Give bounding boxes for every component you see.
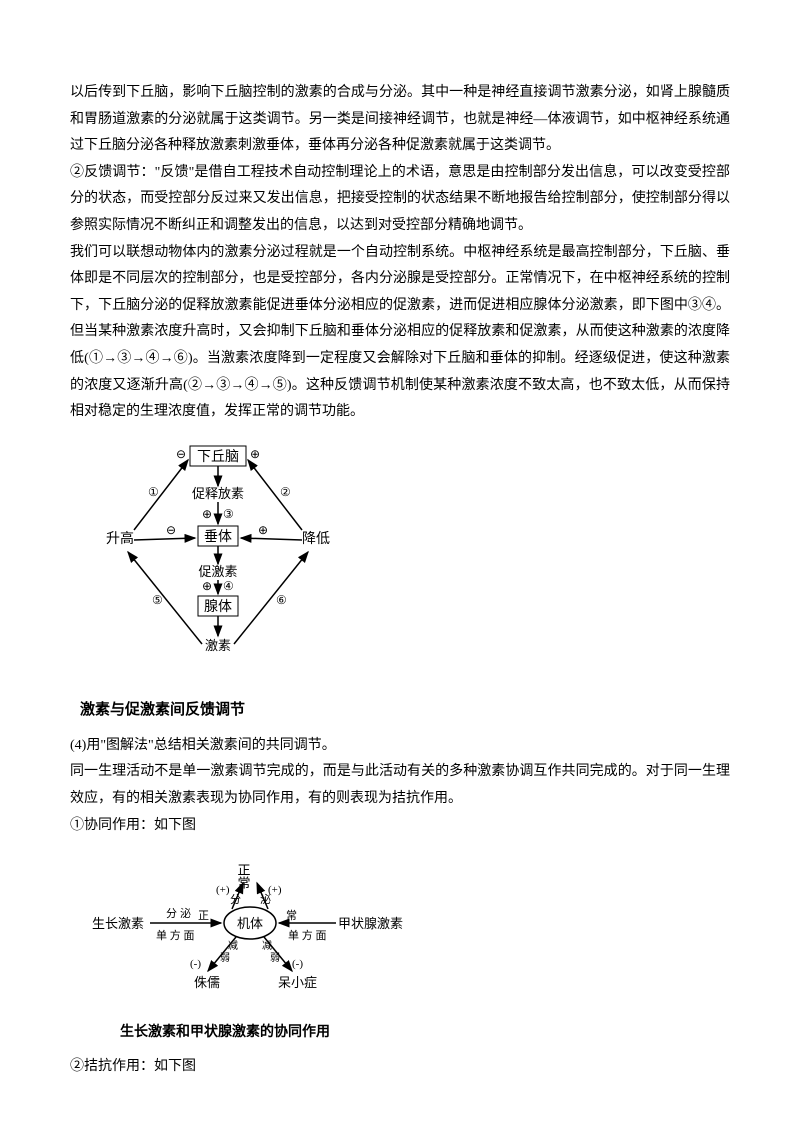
svg-text:泌: 泌 bbox=[180, 907, 191, 920]
paragraph-1: 以后传到下丘脑，影响下丘脑控制的激素的合成与分泌。其中一种是神经直接调节激素分泌… bbox=[70, 80, 730, 160]
svg-text:弱: 弱 bbox=[220, 952, 230, 964]
svg-text:垂体: 垂体 bbox=[204, 529, 232, 545]
svg-text:激素: 激素 bbox=[205, 638, 231, 653]
svg-text:减: 减 bbox=[262, 940, 272, 952]
svg-text:升高: 升高 bbox=[106, 530, 134, 547]
svg-text:⊕: ⊕ bbox=[202, 579, 212, 593]
svg-text:(-): (-) bbox=[190, 958, 201, 970]
svg-text:⑥: ⑥ bbox=[276, 593, 287, 607]
diagram2-caption: 生长激素和甲状腺激素的协同作用 bbox=[120, 1020, 730, 1047]
paragraph-4: (4)用"图解法"总结相关激素间的共同调节。 bbox=[70, 733, 730, 760]
svg-text:②: ② bbox=[280, 485, 291, 499]
svg-text:机体: 机体 bbox=[237, 916, 263, 931]
svg-text:常: 常 bbox=[286, 909, 297, 922]
svg-text:正: 正 bbox=[198, 910, 209, 922]
svg-text:①: ① bbox=[148, 485, 159, 499]
svg-text:分: 分 bbox=[230, 893, 241, 906]
paragraph-2: ②反馈调节："反馈"是借自工程技术自动控制理论上的术语，意思是由控制部分发出信息… bbox=[70, 160, 730, 240]
svg-text:甲状腺激素: 甲状腺激素 bbox=[338, 916, 403, 931]
svg-text:正常: 正常 bbox=[236, 863, 251, 889]
svg-text:泌: 泌 bbox=[260, 893, 271, 906]
synergy-diagram: 机体 正常 (+) (+) 分 泌 生长激素 正 单 方 面 分 泌 甲状腺激素… bbox=[90, 851, 730, 1012]
feedback-diagram: 下丘脑 促释放素 垂体 促激素 腺体 激素 ⊕ ③ ⊕ ④ 升高 ⊖ ① ⊖ ⑤… bbox=[90, 438, 730, 689]
svg-text:单 方 面: 单 方 面 bbox=[156, 928, 195, 942]
paragraph-5: 同一生理活动不是单一激素调节完成的，而是与此活动有关的多种激素协调互作共同完成的… bbox=[70, 759, 730, 812]
svg-text:⑤: ⑤ bbox=[152, 593, 163, 607]
svg-text:侏儒: 侏儒 bbox=[194, 975, 220, 990]
paragraph-7: ②拮抗作用：如下图 bbox=[70, 1054, 730, 1081]
svg-text:促激素: 促激素 bbox=[198, 564, 237, 579]
svg-text:降低: 降低 bbox=[302, 531, 330, 547]
svg-text:⊖: ⊖ bbox=[176, 447, 186, 461]
svg-text:③: ③ bbox=[223, 507, 234, 521]
svg-text:分: 分 bbox=[166, 907, 177, 920]
svg-text:促释放素: 促释放素 bbox=[192, 486, 244, 501]
svg-text:⊖: ⊖ bbox=[166, 523, 176, 537]
paragraph-6: ①协同作用：如下图 bbox=[70, 813, 730, 840]
svg-text:④: ④ bbox=[223, 579, 234, 593]
svg-text:腺体: 腺体 bbox=[204, 599, 232, 615]
svg-text:生长激素: 生长激素 bbox=[92, 916, 144, 931]
svg-text:下丘脑: 下丘脑 bbox=[197, 449, 239, 465]
svg-text:(+): (+) bbox=[216, 884, 230, 896]
svg-text:单 方 面: 单 方 面 bbox=[288, 928, 327, 942]
diagram1-caption: 激素与促激素间反馈调节 bbox=[80, 696, 730, 725]
svg-text:⊕: ⊕ bbox=[202, 507, 212, 521]
svg-text:⊕: ⊕ bbox=[250, 447, 260, 461]
svg-text:减: 减 bbox=[228, 940, 238, 952]
svg-text:弱: 弱 bbox=[270, 952, 280, 964]
svg-text:⊕: ⊕ bbox=[258, 523, 268, 537]
svg-text:(-): (-) bbox=[292, 958, 303, 970]
paragraph-3: 我们可以联想动物体内的激素分泌过程就是一个自动控制系统。中枢神经系统是最高控制部… bbox=[70, 240, 730, 426]
svg-text:呆小症: 呆小症 bbox=[278, 975, 317, 990]
